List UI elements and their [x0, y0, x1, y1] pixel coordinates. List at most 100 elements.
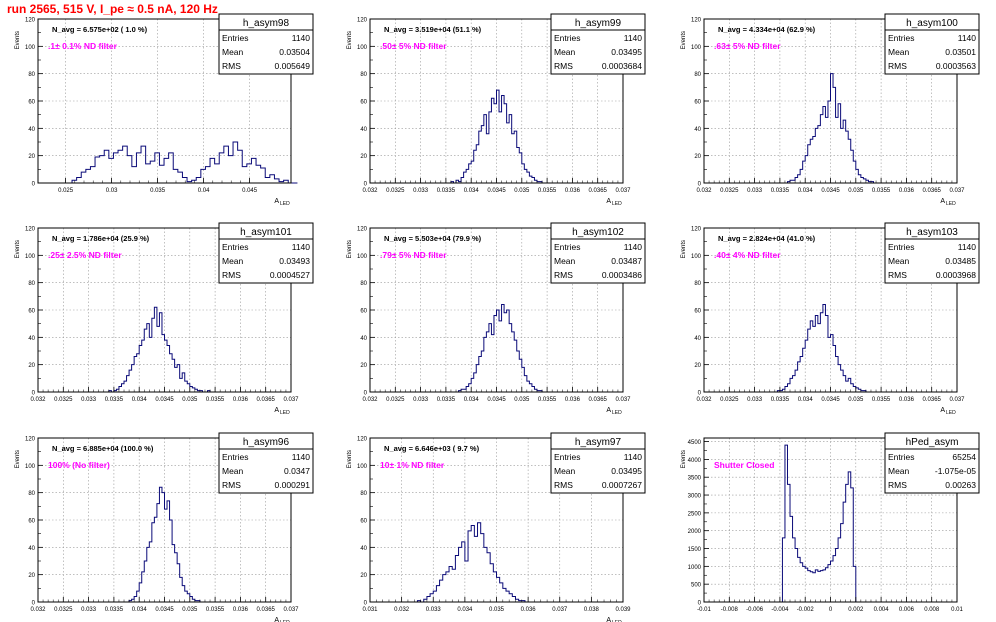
stats-entries-label: Entries [888, 242, 914, 252]
y-tick-label: 120 [25, 18, 36, 24]
x-tick-label: 0.035 [848, 188, 864, 194]
x-tick-label: 0.0345 [155, 607, 174, 613]
x-axis-label: A [274, 198, 279, 205]
x-tick-label: 0.034 [798, 188, 814, 194]
x-axis-label: A [606, 407, 611, 414]
x-tick-label: 0.037 [615, 397, 631, 403]
x-tick-label: 0.0365 [589, 188, 608, 194]
stats-box-h_asym98: h_asym98 Entries 1140 Mean 0.03504 RMS 0.00564… [218, 13, 314, 75]
x-tick-label: 0.002 [848, 607, 864, 613]
y-tick-label: 80 [360, 72, 367, 78]
x-tick-label: 0.032 [362, 188, 378, 194]
x-tick-label: 0.037 [949, 397, 965, 403]
x-axis-label-subscript: LED [946, 201, 956, 207]
navg-label: N_avg = 1.786e+04 (25.9 %) [52, 234, 150, 243]
y-tick-label: 100 [357, 464, 368, 470]
x-tick-label: 0.0335 [771, 397, 790, 403]
x-tick-label: 0.0365 [257, 607, 276, 613]
stats-box-frame [550, 432, 646, 494]
x-tick-label: 0.037 [615, 188, 631, 194]
stats-rms-value: 0.0003563 [936, 61, 976, 71]
y-axis-label: Events [347, 450, 353, 468]
x-axis-label: A [606, 617, 611, 622]
stats-rms-value: 0.0007267 [602, 480, 642, 490]
stats-entries-label: Entries [888, 33, 914, 43]
x-tick-label: 0.036 [521, 607, 537, 613]
filter-note: .50± 5% ND filter [380, 41, 447, 51]
y-axis-label: Events [347, 31, 353, 49]
y-tick-label: 40 [28, 546, 35, 552]
stats-mean-value: 0.03485 [945, 256, 976, 266]
navg-label: N_avg = 6.575e+02 ( 1.0 %) [52, 25, 148, 34]
x-tick-label: 0.0335 [105, 607, 124, 613]
y-tick-label: 40 [28, 336, 35, 342]
y-axis-label: Events [681, 450, 687, 468]
stats-box-frame [218, 222, 314, 284]
stats-box-frame [884, 432, 980, 494]
x-tick-label: 0.0325 [386, 188, 405, 194]
x-tick-label: 0.0365 [257, 397, 276, 403]
histogram-line [784, 73, 879, 184]
y-tick-label: 80 [28, 491, 35, 497]
stats-entries-label: Entries [222, 242, 248, 252]
y-tick-label: 100 [357, 45, 368, 51]
y-tick-label: 3500 [688, 476, 702, 482]
y-tick-label: 20 [28, 573, 35, 579]
x-tick-label: -0.006 [746, 607, 764, 613]
stats-rms-value: 0.0003486 [602, 270, 642, 280]
y-tick-label: 1500 [688, 547, 702, 553]
x-tick-label: 0.0355 [206, 607, 225, 613]
y-tick-label: 80 [694, 72, 701, 78]
histogram-panel-h_asym103: 0 20 40 60 80 100 120 0.032 0.0325 0.033 0.0335 0.0… [681, 222, 980, 416]
y-tick-label: 80 [28, 281, 35, 287]
filter-note: 100% (No filter) [48, 460, 110, 470]
stats-entries-label: Entries [222, 452, 248, 462]
x-tick-label: 0.0345 [821, 188, 840, 194]
y-tick-label: 60 [360, 100, 367, 106]
stats-box-h_asym102: h_asym102 Entries 1140 Mean 0.03487 RMS 0.0003… [550, 222, 646, 284]
stats-rms-value: 0.0003968 [936, 270, 976, 280]
y-tick-label: 20 [360, 573, 367, 579]
filter-note: .63± 5% ND filter [714, 41, 781, 51]
stats-box-title: h_asym98 [243, 18, 290, 29]
histogram-panel-hPed_asym: 0 500 1000 1500 2000 2500 3000 3500 4000 4500 -0.0… [681, 432, 980, 613]
x-tick-label: 0.004 [874, 607, 890, 613]
x-tick-label: 0.033 [747, 397, 763, 403]
stats-box-title: h_asym96 [243, 437, 290, 448]
y-tick-label: 2000 [688, 529, 702, 535]
x-tick-label: 0.0325 [386, 397, 405, 403]
navg-label: N_avg = 2.824e+04 (41.0 %) [718, 234, 816, 243]
x-tick-label: 0.0325 [720, 397, 739, 403]
y-axis-label: Events [15, 450, 21, 468]
y-tick-label: 100 [25, 464, 36, 470]
x-tick-label: 0.0325 [54, 607, 73, 613]
y-tick-label: 0 [32, 182, 36, 188]
stats-entries-label: Entries [554, 452, 580, 462]
histogram-panel-h_asym98: 0 20 40 60 80 100 120 0.025 0.03 0.035 0.04 0.045 Ev… [15, 13, 314, 207]
stats-rms-label: RMS [222, 480, 241, 490]
x-tick-label: 0.032 [394, 607, 410, 613]
stats-rms-value: 0.0004527 [270, 270, 310, 280]
x-tick-label: -0.01 [697, 607, 711, 613]
x-tick-label: 0.039 [615, 607, 631, 613]
x-tick-label: 0.0335 [437, 188, 456, 194]
y-tick-label: 60 [694, 100, 701, 106]
x-tick-label: 0.032 [30, 607, 46, 613]
stats-rms-value: 0.000291 [275, 480, 311, 490]
x-tick-label: 0.035 [150, 188, 166, 194]
y-tick-label: 2500 [688, 511, 702, 517]
x-tick-label: 0.034 [464, 188, 480, 194]
x-tick-label: 0.0355 [872, 397, 891, 403]
y-tick-label: 80 [694, 281, 701, 287]
x-axis-label-subscript: LED [280, 620, 290, 622]
stats-mean-value: 0.0347 [284, 466, 310, 476]
y-tick-label: 0 [364, 391, 368, 397]
navg-label: N_avg = 6.885e+04 (100.0 %) [52, 444, 154, 453]
y-tick-label: 20 [28, 363, 35, 369]
histogram-panel-h_asym99: 0 20 40 60 80 100 120 0.032 0.0325 0.033 0.0335 0.0… [347, 13, 646, 207]
y-tick-label: 60 [360, 309, 367, 315]
y-tick-label: 80 [360, 281, 367, 287]
y-tick-label: 60 [360, 519, 367, 525]
stats-mean-label: Mean [554, 466, 576, 476]
stats-box-h_asym100: h_asym100 Entries 1140 Mean 0.03501 RMS 0.0003… [884, 13, 980, 75]
